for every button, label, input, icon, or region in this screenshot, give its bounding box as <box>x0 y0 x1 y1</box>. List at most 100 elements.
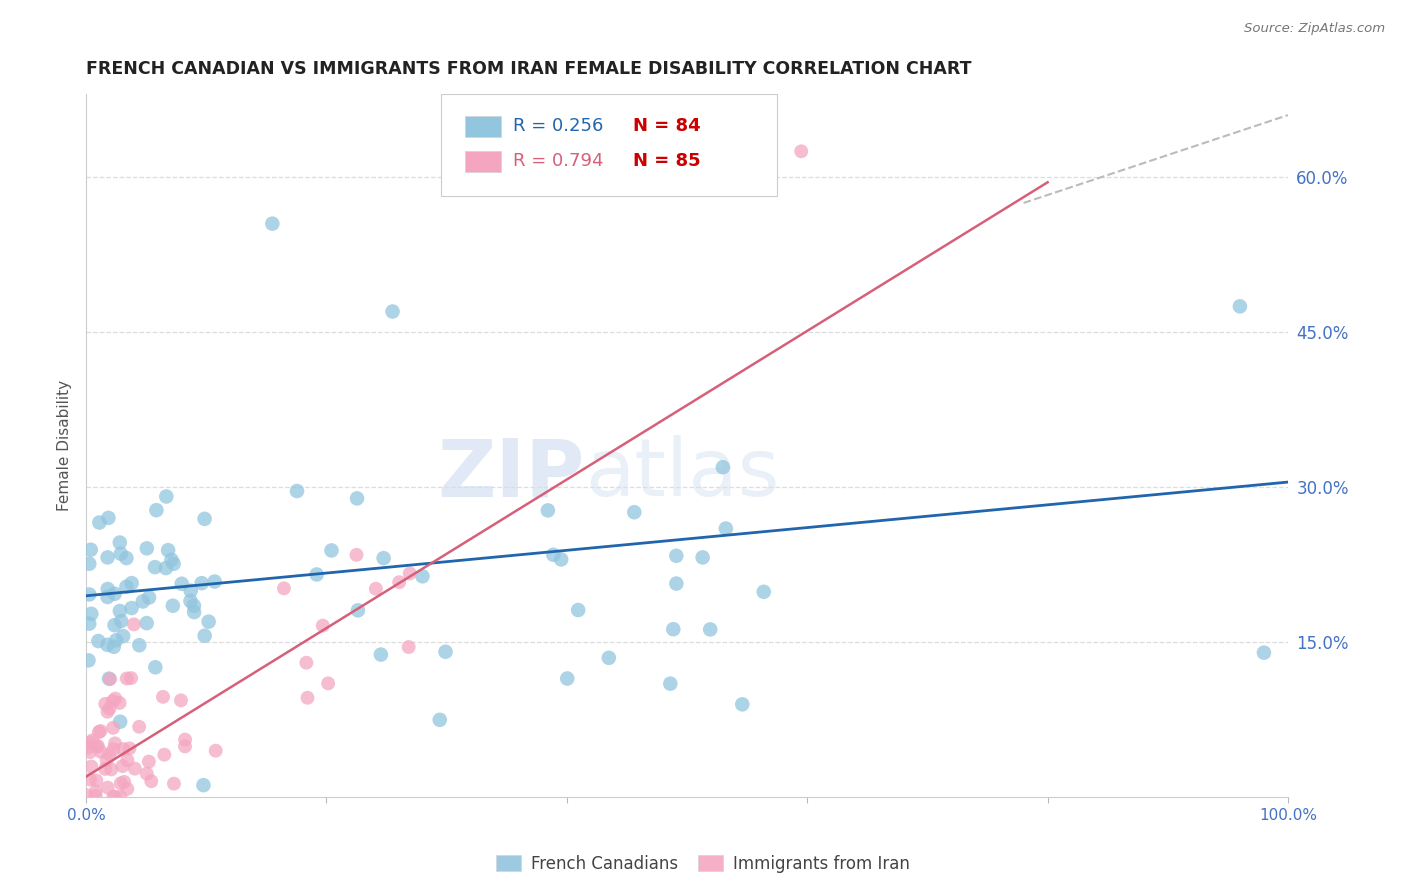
Point <box>149 864 172 879</box>
Point <box>121 576 143 591</box>
Point <box>128 638 150 652</box>
Point <box>108 696 131 710</box>
Point <box>98 672 121 686</box>
Point <box>84 789 107 803</box>
Point <box>623 505 645 519</box>
Point <box>125 812 148 826</box>
Point <box>135 616 157 631</box>
Point <box>84 838 107 852</box>
Point <box>364 582 387 596</box>
Point <box>295 656 318 670</box>
Y-axis label: Female Disability: Female Disability <box>58 380 72 511</box>
Point <box>103 789 125 804</box>
Point <box>94 762 117 776</box>
Point <box>388 575 411 590</box>
Point <box>84 804 107 818</box>
Point <box>90 745 112 759</box>
Point <box>83 804 105 818</box>
Text: FRENCH CANADIAN VS IMMIGRANTS FROM IRAN FEMALE DISABILITY CORRELATION CHART: FRENCH CANADIAN VS IMMIGRANTS FROM IRAN … <box>86 60 972 78</box>
Point <box>98 747 121 762</box>
Point <box>346 491 368 506</box>
Point <box>138 591 160 605</box>
Point <box>197 615 219 629</box>
Point <box>141 774 163 789</box>
Point <box>110 789 132 804</box>
Point <box>94 697 117 711</box>
Point <box>112 775 135 789</box>
Point <box>103 640 125 654</box>
Point <box>1253 646 1275 660</box>
Point <box>105 633 128 648</box>
Point <box>80 822 103 836</box>
Point <box>174 739 197 754</box>
Point <box>204 574 226 589</box>
Point <box>598 650 620 665</box>
Point <box>76 816 98 830</box>
Point <box>75 788 97 802</box>
Point <box>194 512 217 526</box>
Point <box>98 701 121 715</box>
Point <box>87 634 110 648</box>
Point <box>321 543 343 558</box>
Text: R = 0.256: R = 0.256 <box>513 117 603 135</box>
Point <box>143 560 166 574</box>
Point <box>204 744 226 758</box>
Point <box>100 763 122 777</box>
Point <box>104 691 127 706</box>
Point <box>108 604 131 618</box>
Point <box>89 516 111 530</box>
Point <box>83 820 105 834</box>
Point <box>90 724 112 739</box>
Point <box>129 814 152 829</box>
Point <box>87 725 110 739</box>
Point <box>104 736 127 750</box>
Point <box>80 607 103 621</box>
Point <box>121 601 143 615</box>
Text: R = 0.794: R = 0.794 <box>513 153 603 170</box>
Point <box>714 522 737 536</box>
Point <box>262 217 284 231</box>
Point <box>122 617 145 632</box>
Point <box>155 490 177 504</box>
Point <box>97 550 120 565</box>
Point <box>104 796 127 810</box>
Point <box>91 837 114 851</box>
Point <box>77 740 100 755</box>
Point <box>103 618 125 632</box>
Point <box>110 547 132 561</box>
Text: ZIP: ZIP <box>437 435 585 513</box>
Point <box>111 759 134 773</box>
Point <box>79 805 101 819</box>
Point <box>96 590 118 604</box>
Point <box>117 781 139 796</box>
Point <box>567 603 589 617</box>
Point <box>190 576 212 591</box>
Point <box>97 582 120 596</box>
Point <box>112 742 135 756</box>
Point <box>101 694 124 708</box>
Point <box>790 145 813 159</box>
Point <box>108 535 131 549</box>
Point <box>155 561 177 575</box>
Point <box>80 802 103 816</box>
Legend: French Canadians, Immigrants from Iran: French Canadians, Immigrants from Iran <box>489 848 917 880</box>
Point <box>411 569 433 583</box>
Point <box>398 640 420 654</box>
Point <box>398 566 420 581</box>
Point <box>135 766 157 780</box>
Point <box>79 772 101 787</box>
FancyBboxPatch shape <box>464 151 501 172</box>
Point <box>285 483 308 498</box>
Point <box>98 672 121 686</box>
Point <box>692 550 714 565</box>
Point <box>110 776 132 790</box>
Point <box>77 557 100 571</box>
Point <box>170 693 193 707</box>
Point <box>96 705 118 719</box>
Point <box>373 551 395 566</box>
Point <box>752 584 775 599</box>
Point <box>194 629 217 643</box>
Point <box>104 827 127 841</box>
Point <box>84 784 107 798</box>
Point <box>77 653 100 667</box>
